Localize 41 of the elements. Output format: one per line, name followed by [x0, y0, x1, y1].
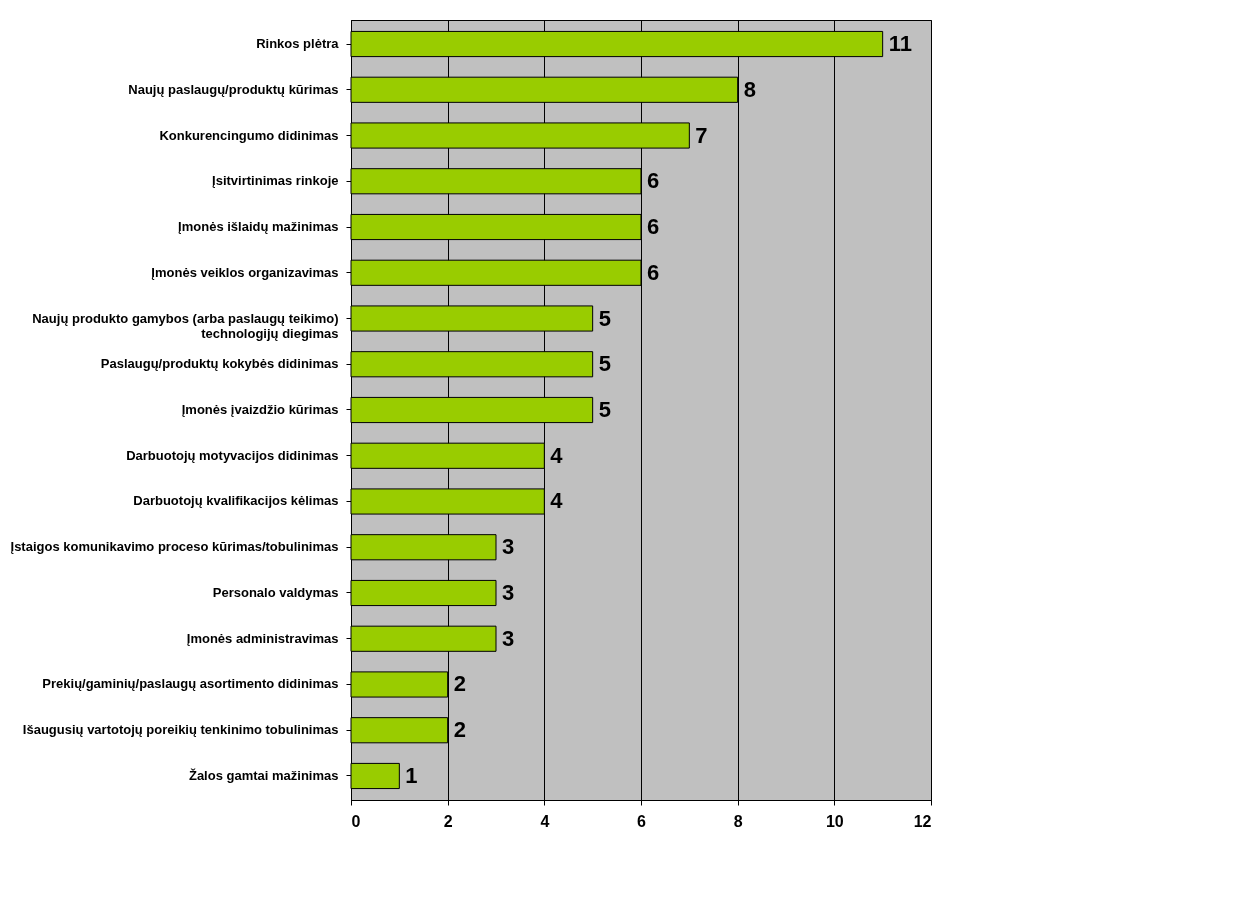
x-tick-label: 4	[540, 812, 550, 830]
y-tick-label: Naujų produkto gamybos (arba paslaugų teikimo) technologijų diegimas	[32, 310, 339, 341]
y-tick-label: Darbuotojų motyvacijos didinimas	[126, 447, 339, 463]
data-label: 5	[598, 305, 611, 331]
data-label: 1	[405, 762, 418, 788]
y-tick-label: Personalo valdymas	[212, 584, 339, 600]
y-tick-label: Paslaugų/produktų kokybės didinimas	[100, 356, 339, 372]
data-label: 3	[502, 534, 515, 560]
y-tick-label: Įstaigos komunikavimo proceso kūrimas/tobulinimas	[10, 539, 339, 555]
data-label: 4	[550, 488, 564, 514]
data-label: 3	[502, 579, 515, 605]
x-tick-label: 10	[825, 812, 844, 830]
data-label: 5	[598, 397, 611, 422]
y-tick-label: Įmonės įvaizdžio kūrimas	[181, 402, 339, 417]
y-tick-label: Darbuotojų kvalifikacijos kėlimas	[133, 493, 339, 509]
data-label: 11	[888, 31, 912, 57]
y-tick-label: Įmonės administravimas	[186, 630, 339, 646]
x-tick-label: 0	[351, 812, 361, 830]
x-tick-label: 12	[913, 812, 932, 830]
x-tick-label: 6	[637, 812, 647, 830]
data-label: 2	[453, 671, 466, 697]
x-tick-label: 8	[733, 812, 743, 830]
y-tick-label: Prekių/gaminių/paslaugų asortimento didinimas	[42, 676, 339, 692]
data-label: 2	[453, 717, 466, 743]
y-tick-label: Naujų paslaugų/produktų kūrimas	[128, 81, 339, 97]
data-label: 6	[647, 259, 660, 285]
data-label: 8	[743, 76, 756, 102]
data-label: 4	[550, 442, 564, 468]
data-label: 6	[647, 214, 660, 240]
y-tick-label: Įsitvirtinimas rinkoje	[212, 173, 339, 189]
data-label: 5	[598, 351, 611, 377]
data-label: 7	[695, 122, 708, 148]
y-tick-label: Rinkos plėtra	[256, 36, 340, 52]
y-tick-label: Išaugusių vartotojų poreikių tenkinimo tobulinimas	[22, 722, 339, 738]
data-label: 6	[647, 168, 660, 194]
y-tick-label: Įmonės veiklos organizavimas	[151, 264, 339, 280]
x-tick-label: 2	[443, 812, 453, 830]
data-label: 3	[502, 625, 515, 651]
y-tick-label: Žalos gamtai mažinimas	[188, 767, 339, 783]
y-tick-label: Įmonės išlaidų mažinimas	[178, 219, 339, 235]
y-tick-label: Konkurencingumo didinimas	[159, 127, 339, 143]
